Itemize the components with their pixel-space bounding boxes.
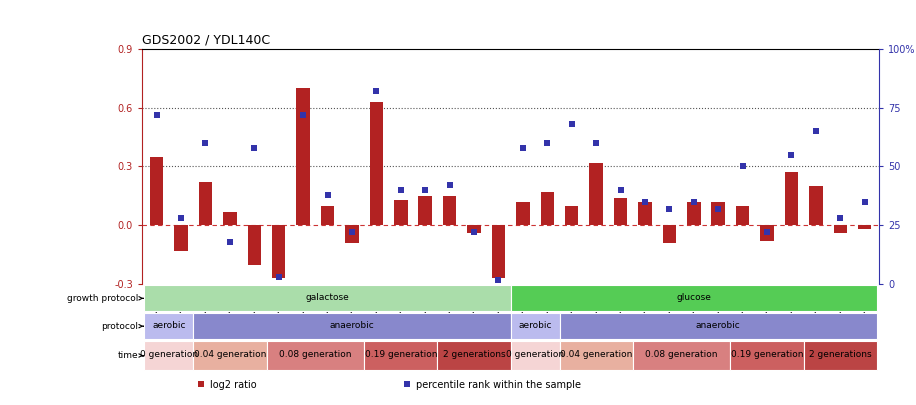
Text: glucose: glucose [676, 293, 711, 302]
Bar [712, 202, 725, 226]
Point [223, 239, 237, 245]
Point [662, 206, 677, 212]
Point [442, 182, 457, 189]
Text: 0.04 generation: 0.04 generation [193, 350, 266, 359]
Bar [145, 341, 193, 370]
Bar [321, 206, 334, 226]
Point [613, 187, 627, 193]
Bar [145, 286, 510, 311]
Bar [510, 286, 877, 311]
Bar [516, 202, 529, 226]
Bar [224, 212, 236, 226]
Point [198, 140, 213, 146]
Bar [834, 226, 847, 233]
Bar [662, 226, 676, 243]
Point [271, 274, 286, 281]
Point [321, 192, 335, 198]
Point [540, 140, 554, 146]
Text: 2 generations: 2 generations [442, 350, 506, 359]
Bar [614, 198, 627, 226]
Text: aerobic: aerobic [518, 321, 551, 330]
Bar [467, 226, 481, 233]
Bar [150, 157, 163, 226]
Bar [443, 196, 456, 226]
Bar [809, 186, 823, 226]
Bar [760, 226, 774, 241]
Bar [589, 162, 603, 226]
Bar [785, 173, 798, 226]
Point [833, 215, 847, 222]
Point [418, 187, 432, 193]
Point [564, 121, 579, 127]
Text: 0.19 generation: 0.19 generation [365, 350, 437, 359]
Bar [803, 341, 877, 370]
Bar [492, 226, 506, 279]
Bar [687, 202, 701, 226]
Bar [858, 226, 871, 229]
Bar [565, 206, 578, 226]
Point [784, 151, 799, 158]
Bar [560, 313, 877, 339]
Text: 0 generation: 0 generation [140, 350, 198, 359]
Text: 0.08 generation: 0.08 generation [646, 350, 718, 359]
Point [174, 215, 189, 222]
Point [759, 229, 774, 236]
Bar [638, 202, 651, 226]
Bar [394, 200, 408, 226]
Bar [633, 341, 730, 370]
Text: percentile rank within the sample: percentile rank within the sample [416, 380, 582, 390]
Point [344, 229, 359, 236]
Point [247, 144, 262, 151]
Bar [247, 226, 261, 265]
Text: 2 generations: 2 generations [809, 350, 872, 359]
Text: aerobic: aerobic [152, 321, 186, 330]
Text: GDS2002 / YDL140C: GDS2002 / YDL140C [142, 33, 270, 46]
Bar [438, 341, 511, 370]
Bar [199, 182, 213, 226]
Point [296, 111, 311, 118]
Point [857, 198, 872, 205]
Bar [510, 313, 560, 339]
Bar [193, 341, 267, 370]
Text: log2 ratio: log2 ratio [210, 380, 256, 390]
Point [149, 111, 164, 118]
Bar [267, 341, 365, 370]
Text: anaerobic: anaerobic [330, 321, 375, 330]
Bar [365, 341, 438, 370]
Point [369, 88, 384, 94]
Bar [297, 88, 310, 226]
Bar [510, 341, 560, 370]
Text: time: time [117, 351, 138, 360]
Point [809, 128, 823, 134]
Bar [730, 341, 803, 370]
Bar [345, 226, 359, 243]
Bar [174, 226, 188, 251]
Text: growth protocol: growth protocol [67, 294, 138, 303]
Bar [540, 192, 554, 226]
Bar [193, 313, 510, 339]
Bar [419, 196, 432, 226]
Text: protocol: protocol [102, 322, 138, 330]
Text: 0.08 generation: 0.08 generation [279, 350, 352, 359]
Point [711, 206, 725, 212]
Bar [272, 226, 286, 279]
Text: 0.04 generation: 0.04 generation [560, 350, 632, 359]
Point [491, 276, 506, 283]
Bar [560, 341, 633, 370]
Bar [370, 102, 383, 226]
Point [736, 163, 750, 170]
Text: 0 generation: 0 generation [506, 350, 564, 359]
Point [394, 187, 409, 193]
Point [638, 198, 652, 205]
Point [467, 229, 482, 236]
Text: 0.19 generation: 0.19 generation [731, 350, 803, 359]
Point [686, 198, 701, 205]
Point [589, 140, 604, 146]
Text: galactose: galactose [306, 293, 349, 302]
Text: anaerobic: anaerobic [696, 321, 740, 330]
Bar [736, 206, 749, 226]
Point [516, 144, 530, 151]
Bar [145, 313, 193, 339]
